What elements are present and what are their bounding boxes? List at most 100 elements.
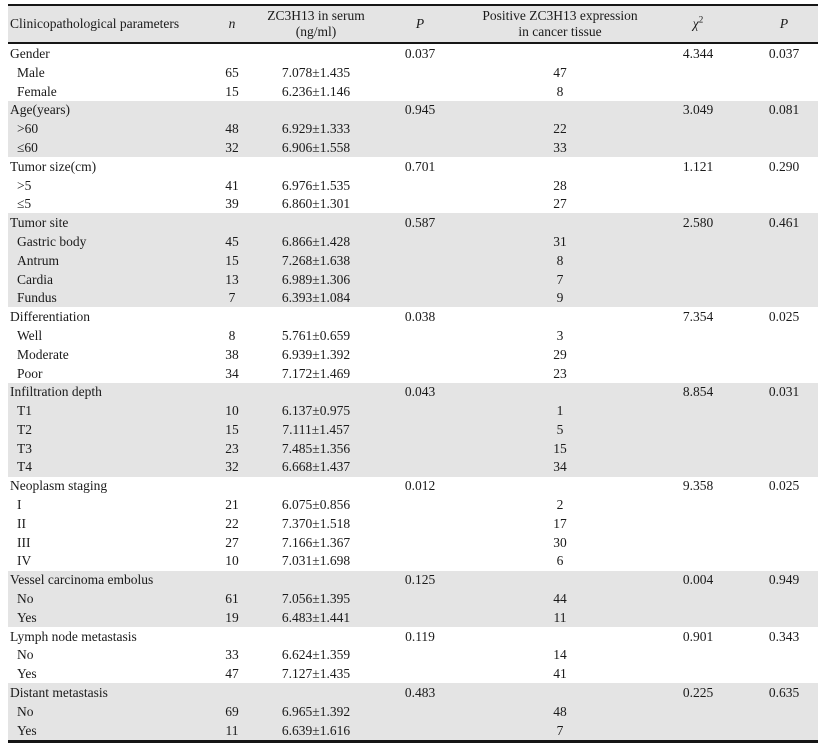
positive-cell <box>474 383 646 402</box>
n-cell: 69 <box>225 703 239 719</box>
p-tissue-cell <box>750 82 818 101</box>
group-label-cell: Vessel carcinoma embolus <box>10 572 154 588</box>
col-header-p-tissue: P <box>750 5 818 43</box>
serum-cell <box>266 627 366 646</box>
sub-label-cell: Yes <box>17 666 37 682</box>
sub-row: T3 23 7.485±1.356 15 <box>8 439 818 458</box>
serum-cell: 6.939±1.392 <box>281 346 351 362</box>
p-tissue-cell <box>750 514 818 533</box>
p-tissue-cell <box>750 665 818 684</box>
chi-square-cell: 7.354 <box>682 309 714 325</box>
chi-square-cell <box>646 345 750 364</box>
col-header-n-label: n <box>228 15 236 31</box>
p-tissue-cell <box>750 120 818 139</box>
p-tissue-cell <box>750 495 818 514</box>
serum-cell: 6.393±1.084 <box>281 290 351 306</box>
p-serum-cell: 0.012 <box>404 478 436 494</box>
sub-row: ≤60 32 6.906±1.558 33 <box>8 138 818 158</box>
n-cell: 32 <box>225 139 239 155</box>
sub-label-cell: II <box>17 515 26 531</box>
expression-header-line2: in cancer tissue <box>518 23 602 39</box>
p-tissue-cell <box>750 364 818 383</box>
group-row: Neoplasm staging 0.012 9.358 0.025 <box>8 477 818 496</box>
p-tissue-cell <box>750 63 818 82</box>
sub-row: Female 15 6.236±1.146 8 <box>8 82 818 101</box>
chi-superscript: 2 <box>698 14 704 25</box>
p-tissue-cell <box>750 251 818 270</box>
p-tissue-cell <box>750 326 818 345</box>
chi-square-cell: 0.901 <box>682 628 714 644</box>
positive-cell: 14 <box>553 647 567 663</box>
positive-cell: 34 <box>553 459 567 475</box>
chi-symbol: χ <box>692 15 699 31</box>
p-tissue-cell: 0.031 <box>768 384 800 400</box>
sub-label-cell: >60 <box>17 121 39 137</box>
positive-cell: 8 <box>556 83 564 99</box>
col-header-expression: Positive ZC3H13 expression in cancer tis… <box>474 5 646 43</box>
group-label-cell: Age(years) <box>10 102 70 118</box>
group-row: Distant metastasis 0.483 0.225 0.635 <box>8 683 818 703</box>
p-tissue-cell <box>750 458 818 477</box>
p-serum-cell <box>366 514 474 533</box>
serum-header-line2: (ng/ml) <box>295 23 337 39</box>
n-cell: 19 <box>225 609 239 625</box>
p-tissue-cell <box>750 608 818 627</box>
group-row: Tumor size(cm) 0.701 1.121 0.290 <box>8 157 818 176</box>
chi-square-cell: 2.580 <box>682 215 714 231</box>
p-tissue-cell <box>750 589 818 608</box>
n-cell: 10 <box>225 553 239 569</box>
sub-label-cell: ≤5 <box>17 196 32 212</box>
sub-row: >5 41 6.976±1.535 28 <box>8 176 818 195</box>
sub-label-cell: ≤60 <box>17 139 38 155</box>
serum-cell: 6.860±1.301 <box>281 196 351 212</box>
p-serum-cell <box>366 120 474 139</box>
positive-cell: 41 <box>553 666 567 682</box>
group-label-cell: Lymph node metastasis <box>10 628 137 644</box>
serum-cell: 6.906±1.558 <box>281 139 351 155</box>
p-tissue-cell <box>750 289 818 308</box>
n-cell: 65 <box>225 64 239 80</box>
group-label-cell: Tumor site <box>10 215 69 231</box>
sub-row: Fundus 7 6.393±1.084 9 <box>8 288 818 308</box>
chi-square-cell <box>646 533 750 552</box>
chi-square-cell <box>646 270 750 289</box>
p-tissue-cell <box>750 552 818 571</box>
p-tissue-cell: 0.343 <box>768 628 800 644</box>
p-tissue-cell <box>750 345 818 364</box>
sub-label-cell: >5 <box>17 177 32 193</box>
p-serum-cell <box>366 439 474 458</box>
serum-cell: 6.639±1.616 <box>281 722 351 738</box>
sub-row: Male 65 7.078±1.435 47 <box>8 63 818 82</box>
sub-label-cell: Antrum <box>17 252 59 268</box>
positive-cell: 48 <box>553 703 567 719</box>
n-cell: 61 <box>225 591 239 607</box>
p-serum-cell <box>366 665 474 684</box>
p-tissue-cell: 0.290 <box>768 158 800 174</box>
sub-label-cell: Yes <box>17 722 37 738</box>
chi-square-cell <box>646 120 750 139</box>
positive-cell <box>474 213 646 232</box>
sub-row: No 61 7.056±1.395 44 <box>8 589 818 609</box>
p-tissue-cell: 0.081 <box>768 102 800 118</box>
n-cell <box>198 683 266 702</box>
chi-square-cell <box>646 176 750 195</box>
serum-cell: 7.485±1.356 <box>281 440 351 456</box>
chi-square-cell <box>646 439 750 458</box>
serum-cell: 6.075±0.856 <box>281 497 351 513</box>
sub-row: T1 10 6.137±0.975 1 <box>8 401 818 421</box>
sub-label-cell: Fundus <box>17 290 57 306</box>
sub-label-cell: Male <box>17 64 45 80</box>
serum-cell: 7.111±1.457 <box>282 421 350 437</box>
sub-label-cell: No <box>17 703 34 719</box>
sub-label-cell: T2 <box>17 421 32 437</box>
p-tissue-cell <box>750 176 818 195</box>
p-serum-cell: 0.945 <box>404 102 436 118</box>
sub-row: Cardia 13 6.989±1.306 7 <box>8 269 818 289</box>
serum-cell: 6.866±1.428 <box>281 233 351 249</box>
chi-square-cell <box>646 289 750 308</box>
serum-cell <box>266 213 366 232</box>
sub-label-cell: No <box>17 647 34 663</box>
table-body: Gender 0.037 4.344 0.037 Male 65 7.078±1.435 47… <box>8 43 818 742</box>
serum-cell: 7.268±1.638 <box>281 252 351 268</box>
col-header-parameters: Clinicopathological parameters <box>10 15 180 31</box>
